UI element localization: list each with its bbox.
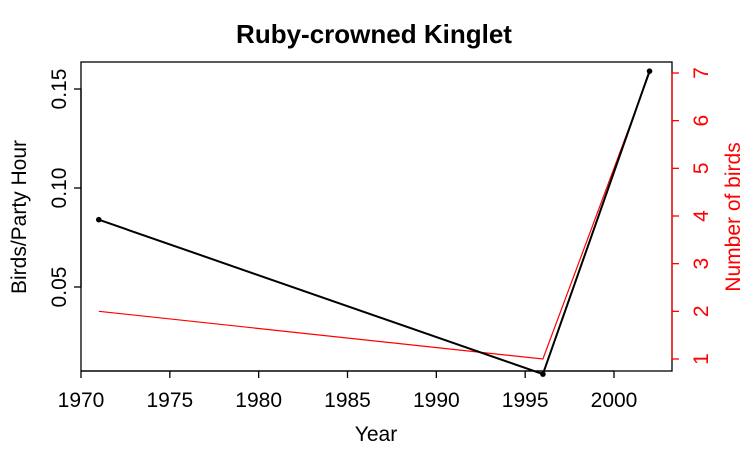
y-right-tick-label: 4 xyxy=(690,210,713,222)
x-tick-label: 1970 xyxy=(58,389,105,412)
data-point xyxy=(540,371,546,377)
x-tick-label: 1985 xyxy=(324,389,371,412)
y-right-tick-label: 1 xyxy=(690,353,713,365)
x-axis-label: Year xyxy=(355,423,397,446)
x-tick-label: 1975 xyxy=(146,389,193,412)
y-axis-right: 1 2 3 4 5 6 7 xyxy=(671,67,713,365)
x-tick-label: 2000 xyxy=(591,389,638,412)
x-tick-label: 1995 xyxy=(502,389,549,412)
y-left-tick-label: 0.05 xyxy=(48,267,71,308)
chart-title: Ruby-crowned Kinglet xyxy=(236,19,512,49)
y-axis-left: 0.05 0.10 0.15 xyxy=(48,69,82,308)
y-right-tick-label: 2 xyxy=(690,305,713,317)
y-axis-left-label: Birds/Party Hour xyxy=(8,140,31,294)
series-layer xyxy=(95,68,653,377)
series-line-birds-per-party-hour xyxy=(98,70,651,376)
x-tick-label: 1980 xyxy=(235,389,282,412)
y-right-tick-label: 3 xyxy=(690,258,713,270)
y-right-tick-label: 7 xyxy=(690,67,713,79)
x-axis: 1970 1975 1980 1985 1990 1995 2000 xyxy=(58,370,638,412)
x-tick-label: 1990 xyxy=(413,389,460,412)
plot-frame xyxy=(80,61,673,372)
data-point xyxy=(646,68,653,74)
y-left-tick-label: 0.15 xyxy=(48,69,71,110)
y-left-tick-label: 0.10 xyxy=(48,168,71,209)
y-right-tick-label: 6 xyxy=(690,115,713,127)
y-right-tick-label: 5 xyxy=(690,162,713,174)
data-point xyxy=(95,216,102,223)
series-line-number-of-birds xyxy=(98,72,651,360)
y-axis-right-label: Number of birds xyxy=(722,142,745,291)
